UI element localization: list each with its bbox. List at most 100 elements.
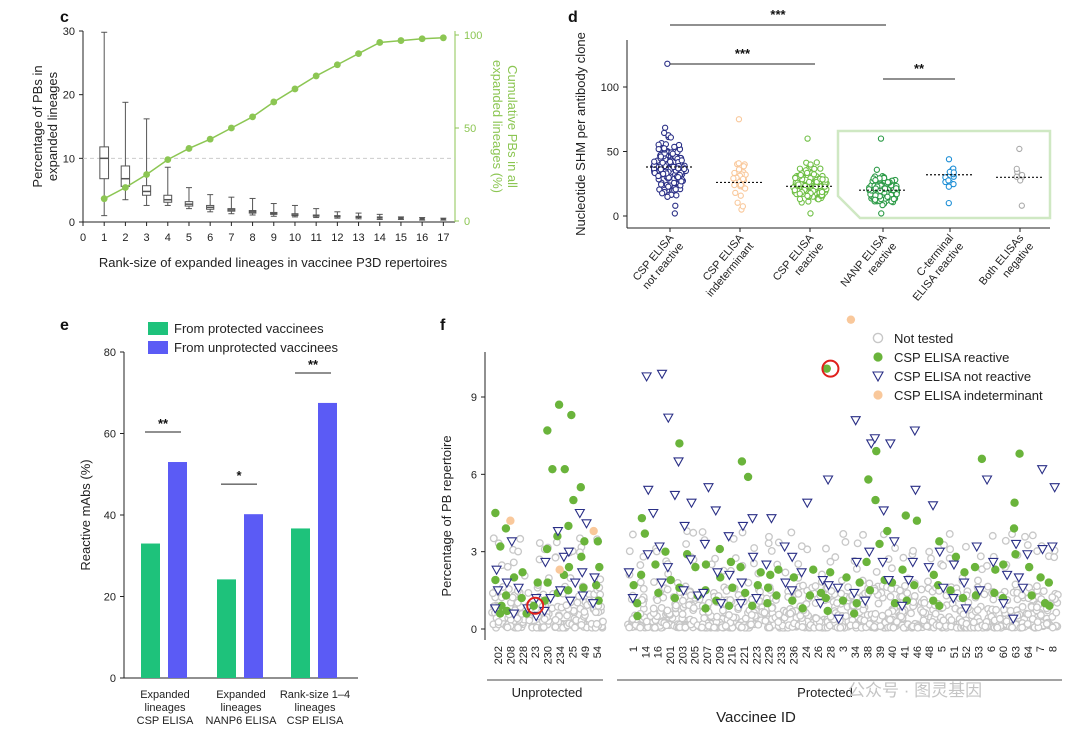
csp-not-reactive-point	[589, 573, 600, 584]
shm-point	[678, 157, 685, 164]
not-tested-point	[909, 546, 918, 555]
csp-reactive-point	[726, 557, 736, 567]
vaccinee-id-label: 236	[788, 646, 800, 664]
shm-point	[890, 195, 897, 203]
cumulative-point	[100, 195, 108, 203]
vaccinee-id-label: 1	[628, 646, 640, 652]
not-tested-point	[897, 612, 906, 621]
not-tested-point	[636, 623, 645, 632]
csp-not-reactive-point	[703, 483, 714, 493]
csp-not-reactive-point	[692, 591, 704, 602]
shm-point	[804, 135, 811, 142]
not-tested-point	[831, 553, 840, 562]
csp-reactive-point	[591, 580, 601, 590]
csp-not-reactive-point	[662, 563, 674, 573]
not-tested-point	[744, 578, 753, 587]
category-label-line: NANP6 ELISA	[206, 715, 278, 727]
csp-reactive-point	[497, 601, 506, 610]
not-tested-point	[989, 595, 998, 604]
shm-point	[945, 199, 952, 207]
not-tested-point	[678, 596, 687, 605]
csp-not-reactive-point	[491, 565, 503, 576]
cumulative-point	[439, 34, 447, 42]
shm-point	[732, 189, 739, 197]
csp-not-reactive-point	[506, 537, 518, 547]
cumulative-point	[249, 113, 256, 121]
csp-reactive-point	[862, 557, 871, 567]
csp-not-reactive-point	[656, 369, 668, 380]
csp-reactive-point	[636, 570, 646, 580]
shm-point	[739, 203, 747, 210]
not-tested-point	[698, 528, 707, 536]
significance-label: **	[158, 416, 169, 431]
not-tested-point	[710, 623, 719, 632]
significance-label: ***	[735, 46, 751, 61]
csp-reactive-point	[651, 560, 660, 569]
csp-not-reactive-point	[712, 568, 723, 578]
csp-reactive-point	[946, 586, 955, 595]
vaccinee-id-label: 216	[727, 646, 739, 664]
csp-not-reactive-point	[888, 537, 900, 547]
not-tested-point	[663, 606, 672, 615]
csp-not-reactive-point	[642, 550, 654, 560]
not-tested-point	[874, 599, 883, 608]
category-label-line: CSP ELISA	[287, 715, 344, 727]
shm-point	[671, 210, 678, 217]
csp-reactive-point	[579, 583, 588, 592]
shm-point	[735, 166, 743, 173]
shm-point	[817, 165, 824, 172]
not-tested-point	[760, 608, 769, 617]
y-tick-label: 40	[104, 510, 116, 522]
shm-point	[1018, 202, 1025, 209]
csp-reactive-point	[509, 573, 519, 582]
csp-not-reactive-point	[987, 557, 999, 568]
csp-not-reactive-point	[654, 542, 665, 553]
not-tested-point	[750, 544, 759, 552]
csp-reactive-point	[960, 568, 969, 577]
not-tested-point	[580, 607, 589, 616]
csp-reactive-point	[1044, 578, 1054, 587]
csp-reactive-point	[715, 544, 725, 554]
not-tested-point	[1032, 603, 1041, 612]
not-tested-point	[765, 532, 773, 541]
not-tested-point	[636, 578, 645, 587]
csp-reactive-point	[935, 601, 944, 610]
shm-point	[672, 202, 679, 209]
group-label: Protected	[797, 685, 853, 700]
not-tested-point	[689, 604, 698, 612]
csp-not-reactive-point	[564, 596, 576, 607]
csp-reactive-point	[564, 562, 574, 572]
csp-indeterminant-point	[555, 565, 564, 574]
not-tested-point	[774, 617, 783, 626]
not-tested-point	[535, 539, 544, 547]
csp-reactive-point	[864, 475, 873, 484]
csp-reactive-point	[569, 495, 578, 505]
csp-reactive-point	[542, 544, 552, 554]
csp-not-reactive-point	[934, 547, 946, 558]
not-tested-point	[799, 581, 807, 590]
csp-not-reactive-point	[581, 519, 592, 529]
not-tested-point	[1032, 582, 1041, 591]
x-tick-label: 12	[331, 232, 343, 244]
csp-reactive-point	[501, 591, 511, 600]
vaccinee-id-label: 16	[653, 646, 665, 658]
not-tested-point	[872, 567, 881, 576]
csp-not-reactive-point	[641, 372, 653, 382]
y-tick-label: 10	[63, 153, 75, 165]
shm-point	[945, 177, 952, 184]
csp-indeterminant-point	[506, 516, 515, 525]
bar-protected	[141, 543, 160, 678]
shm-point	[945, 156, 953, 163]
csp-reactive-point	[548, 464, 557, 474]
y-tick-label: 20	[63, 90, 75, 102]
csp-reactive-point	[990, 588, 999, 598]
legend-marker	[873, 352, 883, 362]
not-tested-point	[698, 623, 706, 632]
csp-reactive-point	[577, 552, 586, 562]
csp-reactive-point	[756, 568, 765, 577]
bar-unprotected	[244, 514, 263, 678]
csp-reactive-point	[788, 596, 797, 605]
csp-not-reactive-point	[587, 599, 599, 609]
